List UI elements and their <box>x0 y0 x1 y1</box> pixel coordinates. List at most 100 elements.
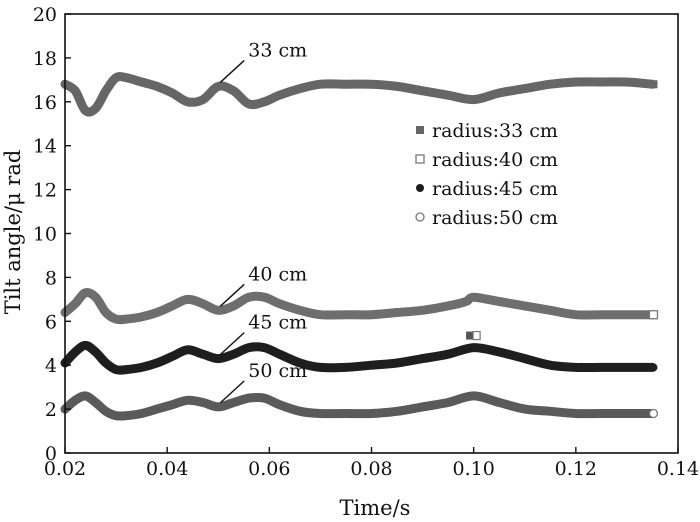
data-point-s2-25 <box>464 300 468 303</box>
legend-marker-3 <box>416 184 424 192</box>
data-point-s1-28 <box>549 83 552 86</box>
data-point-s3-25 <box>472 346 475 349</box>
data-point-s2-7 <box>125 317 128 321</box>
data-point-s2-8 <box>140 315 143 319</box>
x-tick-label-1: 0.02 <box>44 458 86 480</box>
legend: radius:33 cm radius:40 cm radius:45 cm radi… <box>415 120 558 229</box>
data-point-s2-31 <box>600 313 603 316</box>
data-point-s2-5 <box>104 311 108 314</box>
annotation-label-1: 33 cm <box>248 39 307 61</box>
x-tick-label-4: 0.08 <box>350 458 392 480</box>
data-point-s4-3 <box>84 394 87 398</box>
data-point-s1-5 <box>104 89 108 93</box>
x-axis-title: Time/s <box>340 496 411 520</box>
y-tick-label-3: 4 <box>45 355 57 377</box>
data-point-s3-8 <box>140 366 143 369</box>
series-annotations: 33 cm 40 cm 45 cm 50 cm <box>219 39 307 404</box>
axis-titles: Time/s Tilt angle/μ rad <box>1 150 410 520</box>
data-point-s1-4 <box>94 107 97 110</box>
legend-marker-4 <box>415 212 425 222</box>
data-point-s3-14 <box>232 353 235 356</box>
data-point-s3-3 <box>84 344 87 347</box>
data-point-s2-11 <box>186 298 189 301</box>
legend-marker-1 <box>416 126 424 134</box>
data-point-s3-28 <box>549 364 552 367</box>
x-tick-label-3: 0.06 <box>248 458 290 480</box>
data-point-s4-30 <box>600 412 603 415</box>
y-tick-label-7: 12 <box>33 180 57 202</box>
data-point-s3-19 <box>319 366 322 369</box>
data-point-s2-17 <box>278 302 281 305</box>
y-tick-label-1: 0 <box>45 443 57 465</box>
data-point-s1-19 <box>319 83 322 86</box>
data-point-s4-25 <box>472 394 475 398</box>
y-tick-label-6: 10 <box>33 224 57 246</box>
data-point-s4-10 <box>171 403 174 406</box>
data-point-s3-2 <box>74 350 77 354</box>
data-point-s2-30 <box>574 313 577 316</box>
legend-marker-2 <box>415 154 425 164</box>
data-point-s4-26 <box>498 401 501 404</box>
data-point-s3-4 <box>94 350 97 354</box>
data-point-s4-17 <box>278 403 281 406</box>
y-tick-label-11: 20 <box>33 4 57 26</box>
data-point-s2-6 <box>114 317 118 321</box>
data-point-s2-4 <box>94 296 97 299</box>
x-tick-label-5: 0.10 <box>453 458 495 480</box>
data-point-s3-31 <box>625 366 629 369</box>
data-point-s3-12 <box>201 353 205 356</box>
data-point-s4-11 <box>186 399 189 402</box>
data-point-s2-22 <box>395 311 399 314</box>
data-point-s3-6 <box>114 368 118 371</box>
data-point-s1-27 <box>523 87 526 90</box>
data-point-s1-17 <box>278 94 281 97</box>
data-point-s3-22 <box>395 361 399 365</box>
data-point-s2-13 <box>217 309 220 312</box>
data-point-s4-14 <box>232 401 235 404</box>
x-tick-label-7: 0.14 <box>657 458 699 480</box>
data-point-s1-23 <box>421 89 424 93</box>
data-point-s1-24 <box>446 94 450 97</box>
annotation-label-4: 50 cm <box>248 360 307 382</box>
data-point-s1-21 <box>370 83 373 86</box>
data-point-s3-17 <box>278 353 281 356</box>
data-point-s2-26 <box>472 296 475 299</box>
data-point-s3-9 <box>155 361 159 365</box>
annotation-label-3: 45 cm <box>248 312 307 334</box>
data-point-s2-24 <box>446 304 450 308</box>
data-point-s4-6 <box>114 414 118 417</box>
annotation-leader-4 <box>219 380 245 404</box>
series-end-marker-2 <box>648 310 659 320</box>
data-point-s4-29 <box>574 412 577 415</box>
data-point-s4-9 <box>155 407 159 411</box>
data-point-s2-3 <box>84 291 87 294</box>
data-point-s1-3 <box>84 109 87 112</box>
data-point-s4-22 <box>395 410 399 413</box>
data-point-s1-25 <box>472 98 475 101</box>
y-tick-label-2: 2 <box>45 399 57 421</box>
data-point-s4-18 <box>298 410 302 413</box>
annotation-label-2: 40 cm <box>248 263 307 285</box>
x-tick-label-2: 0.04 <box>146 458 188 480</box>
annotation-leader-3 <box>219 332 245 356</box>
data-point-s3-7 <box>125 368 128 371</box>
series-end-marker-1 <box>649 80 658 89</box>
legend-label-1: radius:33 cm <box>432 120 558 142</box>
data-point-s2-18 <box>298 309 302 312</box>
data-point-s3-23 <box>421 357 424 360</box>
data-point-s2-21 <box>370 313 373 316</box>
legend-label-4: radius:50 cm <box>432 207 558 229</box>
data-point-s4-27 <box>523 407 526 411</box>
data-point-s3-5 <box>104 361 108 365</box>
data-point-s1-26 <box>498 91 501 95</box>
data-point-s1-13 <box>217 85 220 88</box>
legend-label-2: radius:40 cm <box>432 149 558 171</box>
data-point-s2-20 <box>344 313 348 316</box>
data-point-s1-8 <box>140 80 143 84</box>
data-point-s1-31 <box>625 80 629 84</box>
x-tick-label-6: 0.12 <box>555 458 597 480</box>
data-point-s1-16 <box>263 100 266 104</box>
data-point-s1-18 <box>298 87 302 90</box>
data-point-s1-7 <box>125 76 128 79</box>
